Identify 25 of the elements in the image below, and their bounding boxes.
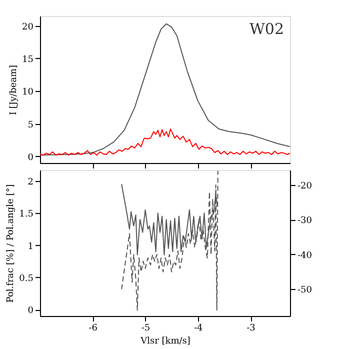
y2-tick-label: -40 (298, 250, 312, 261)
y-axis-title: Pol.frac [%] / Pol.angle [°] (6, 184, 16, 303)
y-tick-label: 2 (28, 177, 34, 188)
y-axis-title: I [Jy/beam] (9, 64, 20, 116)
x-tick-label: -4 (194, 324, 204, 334)
x-tick-label: -5 (141, 324, 150, 334)
y-tick-label: 20 (22, 22, 34, 32)
line-series (40, 128, 290, 156)
y-tick-label: 1 (28, 242, 34, 252)
line-series (40, 23, 290, 156)
y2-tick-label: -20 (298, 181, 312, 192)
line-series (121, 170, 218, 311)
y-tick-label: 15 (22, 54, 34, 65)
y-tick-label: 0.5 (19, 274, 34, 284)
y-tick-label: 0 (28, 152, 34, 163)
y-tick-label: 1.5 (19, 210, 34, 220)
x-axis-title: Vlsr [km/s] (140, 336, 190, 346)
y-tick-label: 10 (22, 88, 34, 98)
x-tick-label: -3 (246, 324, 256, 334)
x-tick-label: -6 (88, 324, 98, 334)
y-tick-label: 0 (28, 306, 34, 316)
annotation: W02 (249, 20, 284, 38)
y-tick-label: 5 (28, 120, 34, 130)
y2-tick-label: -50 (298, 286, 312, 296)
y2-tick-label: -30 (298, 216, 312, 226)
